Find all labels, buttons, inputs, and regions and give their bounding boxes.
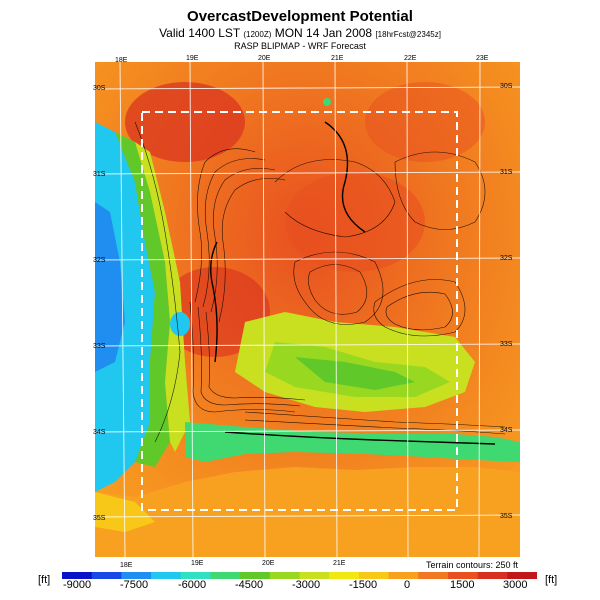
lon-label-top: 22E <box>404 55 417 62</box>
field-green-west <box>115 132 170 467</box>
colorbar-swatch <box>388 572 419 579</box>
lon-label-top: 18E <box>115 57 128 64</box>
field-red-4 <box>365 82 485 162</box>
lon-label-bottom: 20E <box>262 560 275 567</box>
lat-label-right: 31S <box>500 169 513 176</box>
colorbar-swatch <box>269 572 300 579</box>
field-green-center-3 <box>295 357 415 390</box>
terrain-contours <box>134 121 506 443</box>
colorbar-tick: -4500 <box>235 579 264 591</box>
field-green-coast <box>185 422 520 462</box>
colorbar-swatch <box>358 572 390 579</box>
colorbar-tick: -1500 <box>349 579 378 591</box>
valid-time: Valid 1400 LST (1200Z) MON 14 Jan 2008 [… <box>0 26 600 40</box>
forecast-map <box>95 62 520 557</box>
colorbar-swatch <box>447 572 479 579</box>
lat-label-right: 35S <box>500 513 513 520</box>
lat-label-left: 32S <box>93 257 106 264</box>
colorbar-swatch <box>299 572 330 579</box>
field-south-sea-yellow <box>95 492 155 532</box>
colorbar-tick: -7500 <box>120 579 149 591</box>
lat-label-left: 30S <box>93 85 106 92</box>
forecast-tag: [18hrFcst@2345z] <box>375 30 441 39</box>
colorbar-tick: 3000 <box>503 579 528 591</box>
lat-lon-grid <box>95 62 520 557</box>
colorbar <box>62 572 537 579</box>
colorbar-swatch <box>418 572 449 579</box>
lat-label-right: 32S <box>500 255 513 262</box>
inner-domain-box <box>141 111 458 511</box>
colorbar-unit-right: [ft] <box>545 574 558 586</box>
colorbar-swatch <box>210 572 241 579</box>
map-title: OvercastDevelopment Potential <box>187 8 413 25</box>
field-south-sea <box>95 467 520 557</box>
lon-label-bottom: 19E <box>191 560 204 567</box>
terrain-contour-note: Terrain contours: 250 ft <box>425 560 518 570</box>
colorbar-tick: 1500 <box>450 579 475 591</box>
colorbar-swatch <box>477 572 508 579</box>
field-cyan-blob <box>170 312 190 336</box>
colorbar-tick: -6000 <box>178 579 207 591</box>
lon-label-bottom: 21E <box>333 560 346 567</box>
lon-label-top: 20E <box>258 55 271 62</box>
field-red-3 <box>285 172 425 272</box>
colorbar-swatch <box>507 572 537 579</box>
colorbar-swatch <box>329 572 360 579</box>
colorbar-tick: 0 <box>404 579 411 591</box>
colorbar-swatch <box>180 572 211 579</box>
field-yellow-west <box>135 142 190 452</box>
valid-utc: (1200Z) <box>243 30 272 39</box>
colorbar-swatch <box>62 572 93 579</box>
field-ocean-deep <box>95 202 125 372</box>
lon-label-top: 23E <box>476 55 489 62</box>
colorbar-swatch <box>91 572 122 579</box>
valid-date: MON 14 Jan 2008 <box>274 26 373 40</box>
field-red-1 <box>125 82 245 162</box>
map-subtitle: RASP BLIPMAP - WRF Forecast <box>234 41 366 51</box>
colorbar-tick: -3000 <box>292 579 321 591</box>
colorbar-tick: -9000 <box>63 579 92 591</box>
colorbar-swatch <box>121 572 152 579</box>
lat-label-left: 33S <box>93 343 106 350</box>
terrain-contours-bold <box>210 121 496 445</box>
colorbar-swatch <box>240 572 271 579</box>
lon-label-top: 19E <box>186 55 199 62</box>
lat-label-left: 34S <box>93 429 106 436</box>
lon-label-top: 21E <box>331 55 344 62</box>
lat-label-right: 30S <box>500 83 513 90</box>
lon-label-bottom: 18E <box>120 562 133 569</box>
valid-prefix: Valid 1400 LST <box>159 26 241 40</box>
colorbar-unit-left: [ft] <box>38 574 51 586</box>
lat-label-left: 35S <box>93 515 106 522</box>
lat-label-left: 31S <box>93 171 106 178</box>
colorbar-swatch <box>151 572 182 579</box>
lat-label-right: 34S <box>500 427 513 434</box>
lat-label-right: 33S <box>500 341 513 348</box>
field-green-dot <box>323 98 331 106</box>
